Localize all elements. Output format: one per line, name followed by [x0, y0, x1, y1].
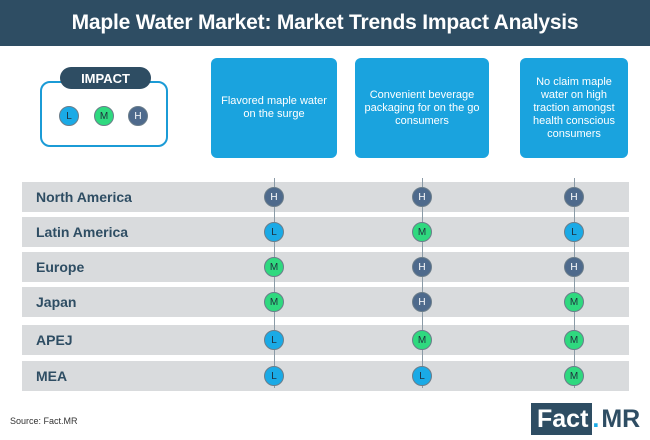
logo-dot: .: [592, 404, 600, 433]
impact-badge-high: H: [412, 257, 432, 277]
impact-badge-high: H: [264, 187, 284, 207]
legend-badge-medium: M: [94, 106, 114, 126]
region-label-apej: APEJ: [36, 332, 73, 348]
region-row: [22, 252, 629, 282]
impact-badge-high: H: [412, 187, 432, 207]
trend-card-packaging: Convenient beverage packaging for on the…: [355, 58, 489, 158]
impact-badge-low: L: [564, 222, 584, 242]
impact-badge-low: L: [264, 222, 284, 242]
region-label-europe: Europe: [36, 259, 85, 275]
impact-badge-low: L: [412, 366, 432, 386]
legend-badge-low: L: [59, 106, 79, 126]
region-row: [22, 217, 629, 247]
impact-legend-title: IMPACT: [60, 67, 151, 89]
impact-badge-medium: M: [564, 292, 584, 312]
trend-connector-line: [422, 178, 423, 388]
impact-badge-medium: M: [412, 222, 432, 242]
trend-card-flavored: Flavored maple water on the surge: [211, 58, 337, 158]
logo-fact-text: Fact: [531, 403, 593, 435]
logo-mr-text: MR: [601, 404, 641, 433]
region-label-north-america: North America: [36, 189, 132, 205]
impact-badge-low: L: [264, 330, 284, 350]
legend-badge-high: H: [128, 106, 148, 126]
impact-badge-high: H: [412, 292, 432, 312]
region-row: [22, 361, 629, 391]
region-row: [22, 325, 629, 355]
impact-badge-medium: M: [564, 330, 584, 350]
region-label-japan: Japan: [36, 294, 77, 310]
page-title: Maple Water Market: Market Trends Impact…: [0, 0, 650, 46]
impact-badge-medium: M: [264, 292, 284, 312]
region-label-latin-america: Latin America: [36, 224, 129, 240]
impact-badge-high: H: [564, 187, 584, 207]
impact-badge-high: H: [564, 257, 584, 277]
factmr-logo: Fact . MR: [531, 401, 648, 437]
region-row: [22, 287, 629, 317]
impact-badge-medium: M: [564, 366, 584, 386]
region-row: [22, 182, 629, 212]
region-label-mea: MEA: [36, 368, 68, 384]
source-note: Source: Fact.MR: [10, 416, 78, 426]
impact-badge-medium: M: [264, 257, 284, 277]
trend-connector-line: [574, 178, 575, 388]
impact-badge-low: L: [264, 366, 284, 386]
trend-card-no-claim: No claim maple water on high traction am…: [520, 58, 628, 158]
impact-badge-medium: M: [412, 330, 432, 350]
trend-connector-line: [274, 178, 275, 388]
